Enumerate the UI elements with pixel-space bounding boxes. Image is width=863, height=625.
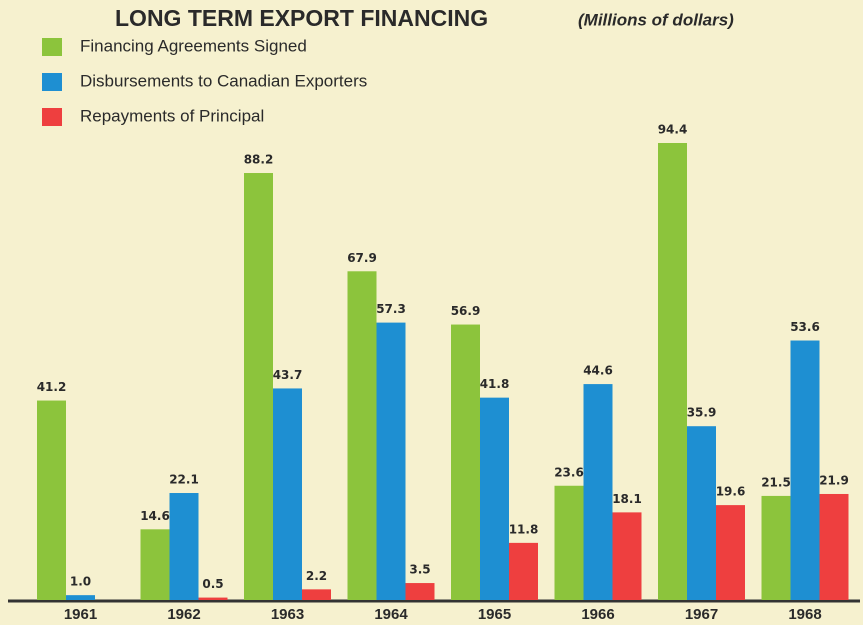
value-label: 67.9 [347,251,377,265]
value-label: 57.3 [376,302,406,316]
legend-swatch [42,38,62,56]
value-label: 19.6 [716,485,746,499]
bar [716,505,745,600]
value-label: 88.2 [244,153,274,167]
bar [583,384,613,600]
value-label: 0.5 [202,577,223,591]
value-label: 11.8 [509,522,539,536]
bar [405,583,435,600]
bar [658,143,687,600]
bar [140,529,170,600]
bar [347,271,377,600]
value-label: 43.7 [273,368,303,382]
legend-swatch [42,108,62,126]
legend-swatch [42,73,62,91]
chart-subtitle: (Millions of dollars) [578,10,734,29]
bar [687,426,716,600]
x-tick-label: 1968 [788,606,821,623]
bar [761,495,791,600]
value-label: 53.6 [790,320,820,334]
chart-title: LONG TERM EXPORT FINANCING [115,5,488,31]
x-tick-label: 1966 [581,606,614,623]
value-label: 3.5 [409,563,430,577]
bar [198,597,228,600]
x-tick-label: 1965 [478,606,511,623]
x-tick-label: 1962 [167,606,200,623]
bar [451,324,480,600]
value-label: 23.6 [554,465,584,479]
value-label: 1.0 [70,575,91,589]
value-label: 56.9 [451,304,481,318]
bar [302,589,331,600]
value-label: 35.9 [687,406,717,420]
bar [37,400,66,600]
x-tick-label: 1961 [64,606,97,623]
bar [480,397,509,600]
bar [509,542,538,600]
bar [790,340,820,600]
value-label: 18.1 [612,492,642,506]
legend-label: Disbursements to Canadian Exporters [80,71,367,90]
value-label: 21.5 [761,475,791,489]
bar [612,512,642,600]
x-tick-label: 1963 [271,606,304,623]
value-label: 41.2 [37,380,67,394]
legend-label: Repayments of Principal [80,106,264,125]
legend-label: Financing Agreements Signed [80,36,307,55]
value-label: 94.4 [658,123,688,137]
bar [273,388,302,600]
value-label: 41.8 [480,377,510,391]
bar [554,485,584,600]
x-tick-label: 1967 [685,606,718,623]
bar [819,493,849,600]
x-tick-label: 1964 [374,606,408,623]
value-label: 22.1 [169,473,199,487]
value-label: 21.9 [819,473,849,487]
value-label: 44.6 [583,364,613,378]
bar [376,322,406,600]
bar [169,493,199,600]
value-label: 14.6 [140,509,170,523]
bar [66,595,95,600]
bar [244,173,273,600]
value-label: 2.2 [306,569,327,583]
